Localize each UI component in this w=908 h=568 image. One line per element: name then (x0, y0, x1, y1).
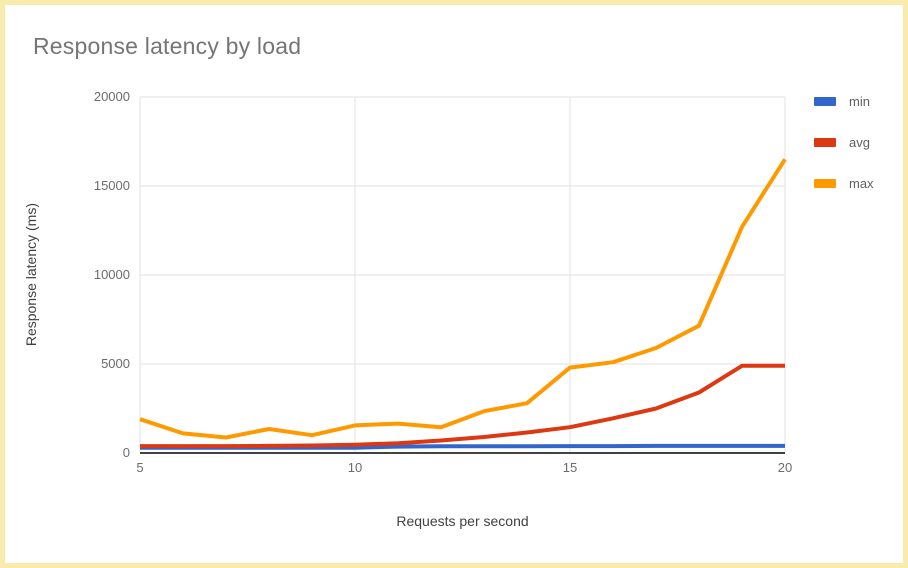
y-axis-title: Response latency (ms) (18, 97, 44, 453)
x-tick-label-20: 20 (777, 460, 793, 475)
y-axis-title-text: Response latency (ms) (23, 203, 39, 347)
y-tick-label-0: 0 (122, 445, 130, 460)
chart-title: Response latency by load (33, 33, 302, 59)
y-tick-label-15000: 15000 (93, 178, 130, 193)
legend: min avg max (814, 93, 874, 216)
legend-label: min (849, 93, 870, 109)
x-axis-title: Requests per second (396, 513, 529, 529)
legend-swatch-avg (814, 137, 836, 147)
legend-item-max: max (814, 175, 874, 191)
legend-label: max (849, 175, 874, 191)
y-tick-label-10000: 10000 (93, 267, 130, 282)
legend-swatch-min (814, 96, 836, 106)
legend-label: avg (849, 134, 870, 150)
y-tick-label-5000: 5000 (101, 356, 130, 371)
legend-swatch-max (814, 178, 836, 188)
x-tick-label-15: 15 (562, 460, 578, 475)
y-tick-label-20000: 20000 (93, 89, 130, 104)
x-tick-label-5: 5 (136, 460, 144, 475)
legend-item-min: min (814, 93, 874, 109)
series-line-avg (140, 363, 785, 449)
series-line-max (139, 158, 787, 440)
x-tick-label-10: 10 (347, 460, 363, 475)
legend-item-avg: avg (814, 134, 874, 150)
